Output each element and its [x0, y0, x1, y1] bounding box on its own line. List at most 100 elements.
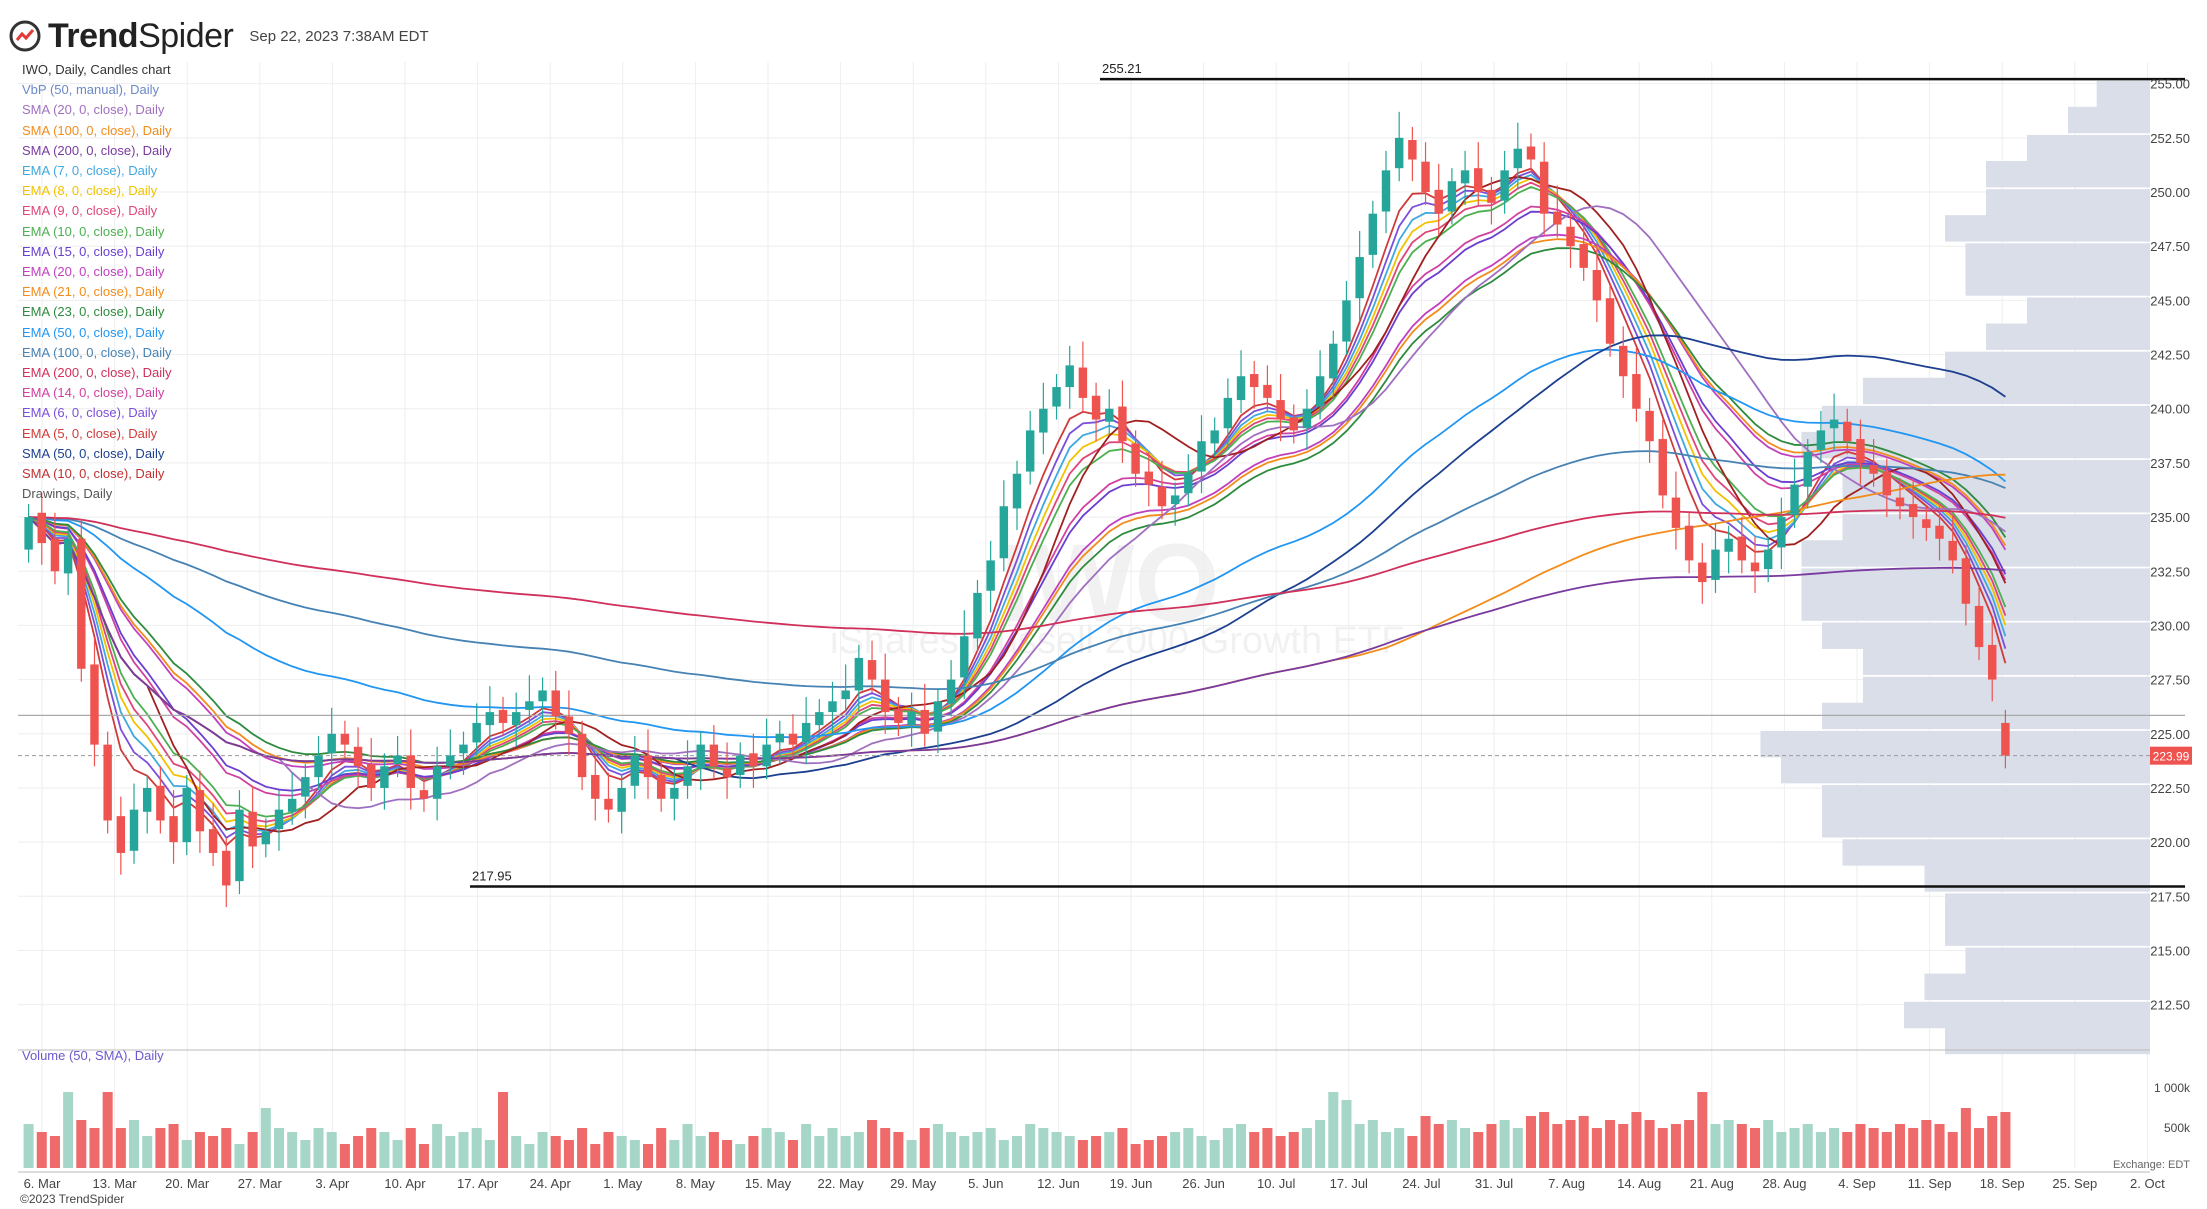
candle-body — [432, 766, 442, 799]
date-tick-label: 21. Aug — [1690, 1176, 1734, 1191]
volume-bar — [985, 1128, 996, 1168]
volume-bar — [932, 1124, 943, 1168]
vbp-bar — [1822, 405, 2150, 433]
date-tick-label: 8. May — [676, 1176, 716, 1191]
volume-bar — [392, 1140, 403, 1168]
indicator-item[interactable]: EMA (9, 0, close), Daily — [22, 203, 158, 219]
volume-bar — [1183, 1128, 1194, 1168]
date-tick-label: 4. Sep — [1838, 1176, 1876, 1191]
candle-body — [1052, 387, 1061, 407]
candle-body — [525, 701, 534, 710]
candle-body — [604, 798, 613, 810]
vbp-bar — [1965, 243, 2150, 270]
vbp-bar — [1863, 377, 2150, 405]
volume-bar — [194, 1132, 205, 1168]
date-tick-label: 27. Mar — [238, 1176, 283, 1191]
indicator-item[interactable]: EMA (7, 0, close), Daily — [22, 163, 158, 179]
indicator-item[interactable]: SMA (200, 0, close), Daily — [22, 142, 172, 158]
candle-body — [577, 733, 587, 778]
volume-bar — [471, 1128, 482, 1168]
volume-bar — [405, 1128, 416, 1168]
candle-body — [472, 722, 481, 743]
indicator-item[interactable]: EMA (5, 0, close), Daily — [22, 425, 158, 441]
volume-bar — [1143, 1140, 1154, 1168]
indicator-item[interactable]: SMA (20, 0, close), Daily — [22, 102, 165, 118]
volume-bar — [708, 1132, 719, 1168]
indicator-item[interactable]: EMA (50, 0, close), Daily — [22, 324, 165, 340]
ma-line — [28, 450, 2006, 691]
indicator-item[interactable]: SMA (10, 0, close), Daily — [22, 466, 165, 482]
volume-bar — [313, 1128, 324, 1168]
volume-bar — [1934, 1124, 1945, 1168]
candle-body — [1289, 417, 1298, 431]
date-tick-label: 24. Jul — [1402, 1176, 1440, 1191]
date-tick-label: 18. Sep — [1980, 1176, 2025, 1191]
candle-body — [1539, 161, 1549, 214]
indicator-item[interactable]: EMA (6, 0, close), Daily — [22, 405, 158, 421]
volume-bar — [1631, 1112, 1642, 1168]
candle-body — [24, 517, 33, 550]
indicator-item[interactable]: SMA (50, 0, close), Daily — [22, 445, 165, 461]
volume-bar — [129, 1120, 140, 1168]
candle-body — [656, 774, 666, 799]
volume-tick-label: 1 000k — [2154, 1081, 2191, 1095]
candle-body — [1131, 443, 1140, 474]
volume-bar — [366, 1128, 377, 1168]
price-tick-label: 227.50 — [2150, 673, 2190, 688]
indicator-item[interactable]: EMA (23, 0, close), Daily — [22, 304, 165, 320]
indicator-item[interactable]: EMA (15, 0, close), Daily — [22, 243, 165, 259]
candle-body — [1790, 484, 1799, 515]
candle-body — [169, 816, 178, 843]
candle-body — [142, 787, 152, 812]
candle-body — [1579, 244, 1588, 268]
candle-body — [129, 809, 139, 851]
vbp-bar — [1863, 676, 2150, 704]
candle-body — [696, 744, 705, 769]
candle-body — [103, 744, 112, 821]
candle-body — [195, 790, 205, 832]
volume-bar — [827, 1128, 838, 1168]
volume-by-price-profile — [1760, 80, 2150, 1055]
indicator-item[interactable]: SMA (100, 0, close), Daily — [22, 122, 172, 138]
candle-body — [50, 538, 60, 572]
volume-bar — [682, 1124, 693, 1168]
candle-body — [762, 744, 771, 767]
candle-body — [1553, 211, 1562, 225]
date-tick-label: 24. Apr — [530, 1176, 572, 1191]
indicator-item[interactable]: EMA (200, 0, close), Daily — [22, 365, 172, 381]
candle-body — [1184, 473, 1193, 494]
volume-bar — [774, 1132, 785, 1168]
volume-bar — [181, 1140, 192, 1168]
indicator-item[interactable]: EMA (10, 0, close), Daily — [22, 223, 165, 239]
indicator-item[interactable]: EMA (8, 0, close), Daily — [22, 183, 158, 199]
volume-bar — [550, 1136, 561, 1168]
candle-body — [986, 560, 995, 591]
candle-body — [1777, 517, 1786, 548]
indicator-item[interactable]: EMA (20, 0, close), Daily — [22, 264, 165, 280]
indicator-item[interactable]: VbP (50, manual), Daily — [22, 82, 160, 98]
candle-body — [960, 636, 969, 678]
volume-bar — [893, 1132, 904, 1168]
volume-bar — [1605, 1120, 1616, 1168]
current-price-label: 223.99 — [2153, 750, 2190, 764]
volume-bar — [1657, 1128, 1668, 1168]
volume-bar — [1736, 1124, 1747, 1168]
volume-bar — [919, 1128, 930, 1168]
volume-bar — [1974, 1128, 1985, 1168]
volume-bar — [1130, 1144, 1141, 1168]
volume-bar — [1618, 1124, 1629, 1168]
date-tick-label: 10. Jul — [1257, 1176, 1295, 1191]
candle-body — [1974, 605, 1984, 648]
candle-body — [736, 755, 745, 775]
indicator-item[interactable]: EMA (21, 0, close), Daily — [22, 284, 165, 300]
volume-bar — [1328, 1092, 1339, 1168]
candle-body — [1632, 374, 1641, 409]
indicator-item[interactable]: EMA (14, 0, close), Daily — [22, 385, 165, 401]
volume-bar — [642, 1144, 654, 1168]
candles[interactable] — [24, 111, 2010, 908]
grid — [18, 62, 2150, 1168]
indicator-item[interactable]: EMA (100, 0, close), Daily — [22, 344, 172, 360]
date-tick-label: 29. May — [890, 1176, 937, 1191]
indicator-item[interactable]: Drawings, Daily — [22, 486, 113, 502]
